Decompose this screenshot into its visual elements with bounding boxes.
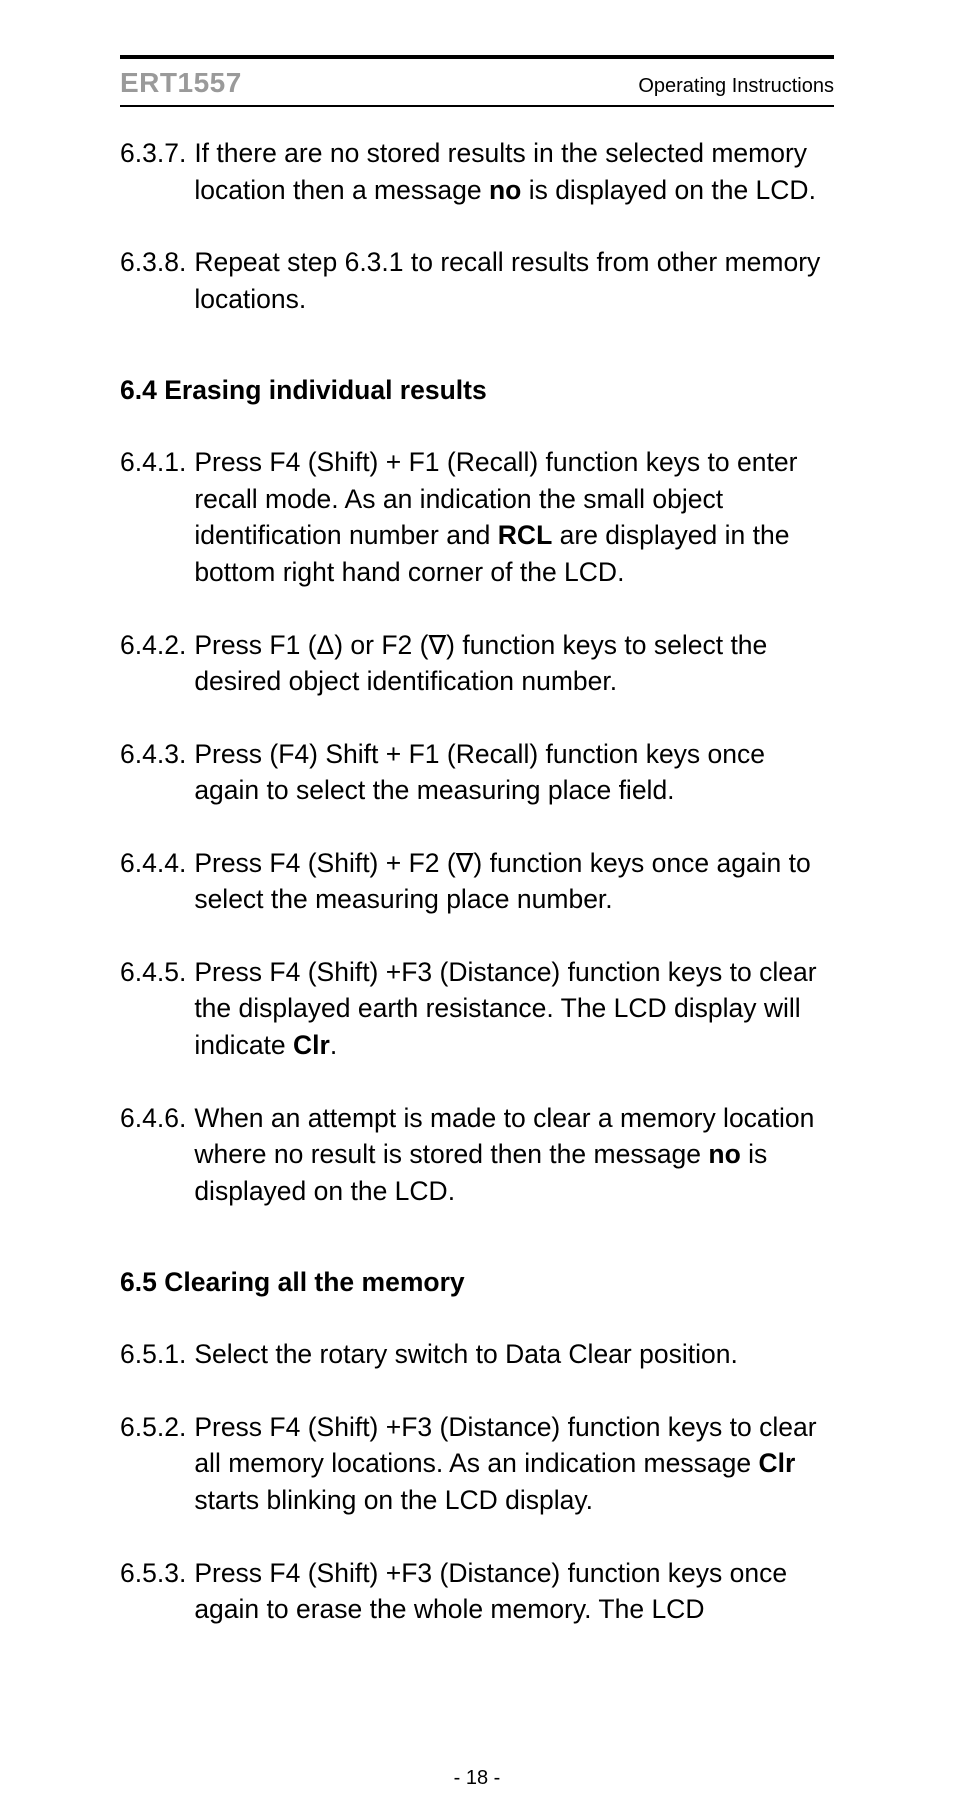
text-bold: Clr (293, 1030, 330, 1060)
item-number: 6.5.1. (120, 1336, 194, 1373)
item-6-3-8: 6.3.8. Repeat step 6.3.1 to recall resul… (120, 244, 834, 317)
header-model: ERT1557 (120, 67, 242, 99)
text-post: . (330, 1030, 337, 1060)
item-body: Press F4 (Shift) +F3 (Distance) function… (194, 1555, 834, 1628)
section-heading-6-5: 6.5 Clearing all the memory (120, 1267, 834, 1298)
item-number: 6.3.8. (120, 244, 194, 317)
text-pre: Press F4 (Shift) +F3 (Distance) function… (194, 1412, 816, 1479)
item-number: 6.4.6. (120, 1100, 194, 1210)
item-number: 6.5.3. (120, 1555, 194, 1628)
item-number: 6.4.4. (120, 845, 194, 918)
item-number: 6.4.3. (120, 736, 194, 809)
item-body: Press F4 (Shift) +F3 (Distance) function… (194, 1409, 834, 1519)
text-post: starts blinking on the LCD display. (194, 1485, 593, 1515)
item-6-3-7: 6.3.7. If there are no stored results in… (120, 135, 834, 208)
item-body: Repeat step 6.3.1 to recall results from… (194, 244, 834, 317)
item-6-4-5: 6.4.5. Press F4 (Shift) +F3 (Distance) f… (120, 954, 834, 1064)
item-6-5-3: 6.5.3. Press F4 (Shift) +F3 (Distance) f… (120, 1555, 834, 1628)
item-6-4-2: 6.4.2. Press F1 (Δ) or F2 (∇) function k… (120, 627, 834, 700)
item-6-4-3: 6.4.3. Press (F4) Shift + F1 (Recall) fu… (120, 736, 834, 809)
text-bold: RCL (498, 520, 552, 550)
text-bold: no (489, 175, 521, 205)
item-number: 6.5.2. (120, 1409, 194, 1519)
section-heading-6-4: 6.4 Erasing individual results (120, 375, 834, 406)
text-post: is displayed on the LCD. (521, 175, 816, 205)
item-6-4-1: 6.4.1. Press F4 (Shift) + F1 (Recall) fu… (120, 444, 834, 590)
item-body: Press F4 (Shift) + F2 (∇) function keys … (194, 845, 834, 918)
text-bold: no (708, 1139, 740, 1169)
item-6-5-2: 6.5.2. Press F4 (Shift) +F3 (Distance) f… (120, 1409, 834, 1519)
item-body: Press (F4) Shift + F1 (Recall) function … (194, 736, 834, 809)
item-body: Press F4 (Shift) +F3 (Distance) function… (194, 954, 834, 1064)
item-number: 6.4.2. (120, 627, 194, 700)
item-6-4-4: 6.4.4. Press F4 (Shift) + F2 (∇) functio… (120, 845, 834, 918)
page-number: - 18 - (0, 1767, 954, 1790)
item-number: 6.4.5. (120, 954, 194, 1064)
text-bold: Clr (758, 1448, 795, 1478)
item-number: 6.4.1. (120, 444, 194, 590)
item-body: Press F4 (Shift) + F1 (Recall) function … (194, 444, 834, 590)
text-pre: Press F4 (Shift) +F3 (Distance) function… (194, 957, 816, 1060)
header-rule-bottom (120, 105, 834, 107)
item-body: Press F1 (Δ) or F2 (∇) function keys to … (194, 627, 834, 700)
item-6-4-6: 6.4.6. When an attempt is made to clear … (120, 1100, 834, 1210)
item-body: If there are no stored results in the se… (194, 135, 834, 208)
page: ERT1557 Operating Instructions 6.3.7. If… (0, 0, 954, 1820)
item-body: Select the rotary switch to Data Clear p… (194, 1336, 834, 1373)
item-body: When an attempt is made to clear a memor… (194, 1100, 834, 1210)
item-number: 6.3.7. (120, 135, 194, 208)
page-header: ERT1557 Operating Instructions (120, 59, 834, 105)
header-title: Operating Instructions (638, 75, 834, 98)
item-6-5-1: 6.5.1. Select the rotary switch to Data … (120, 1336, 834, 1373)
